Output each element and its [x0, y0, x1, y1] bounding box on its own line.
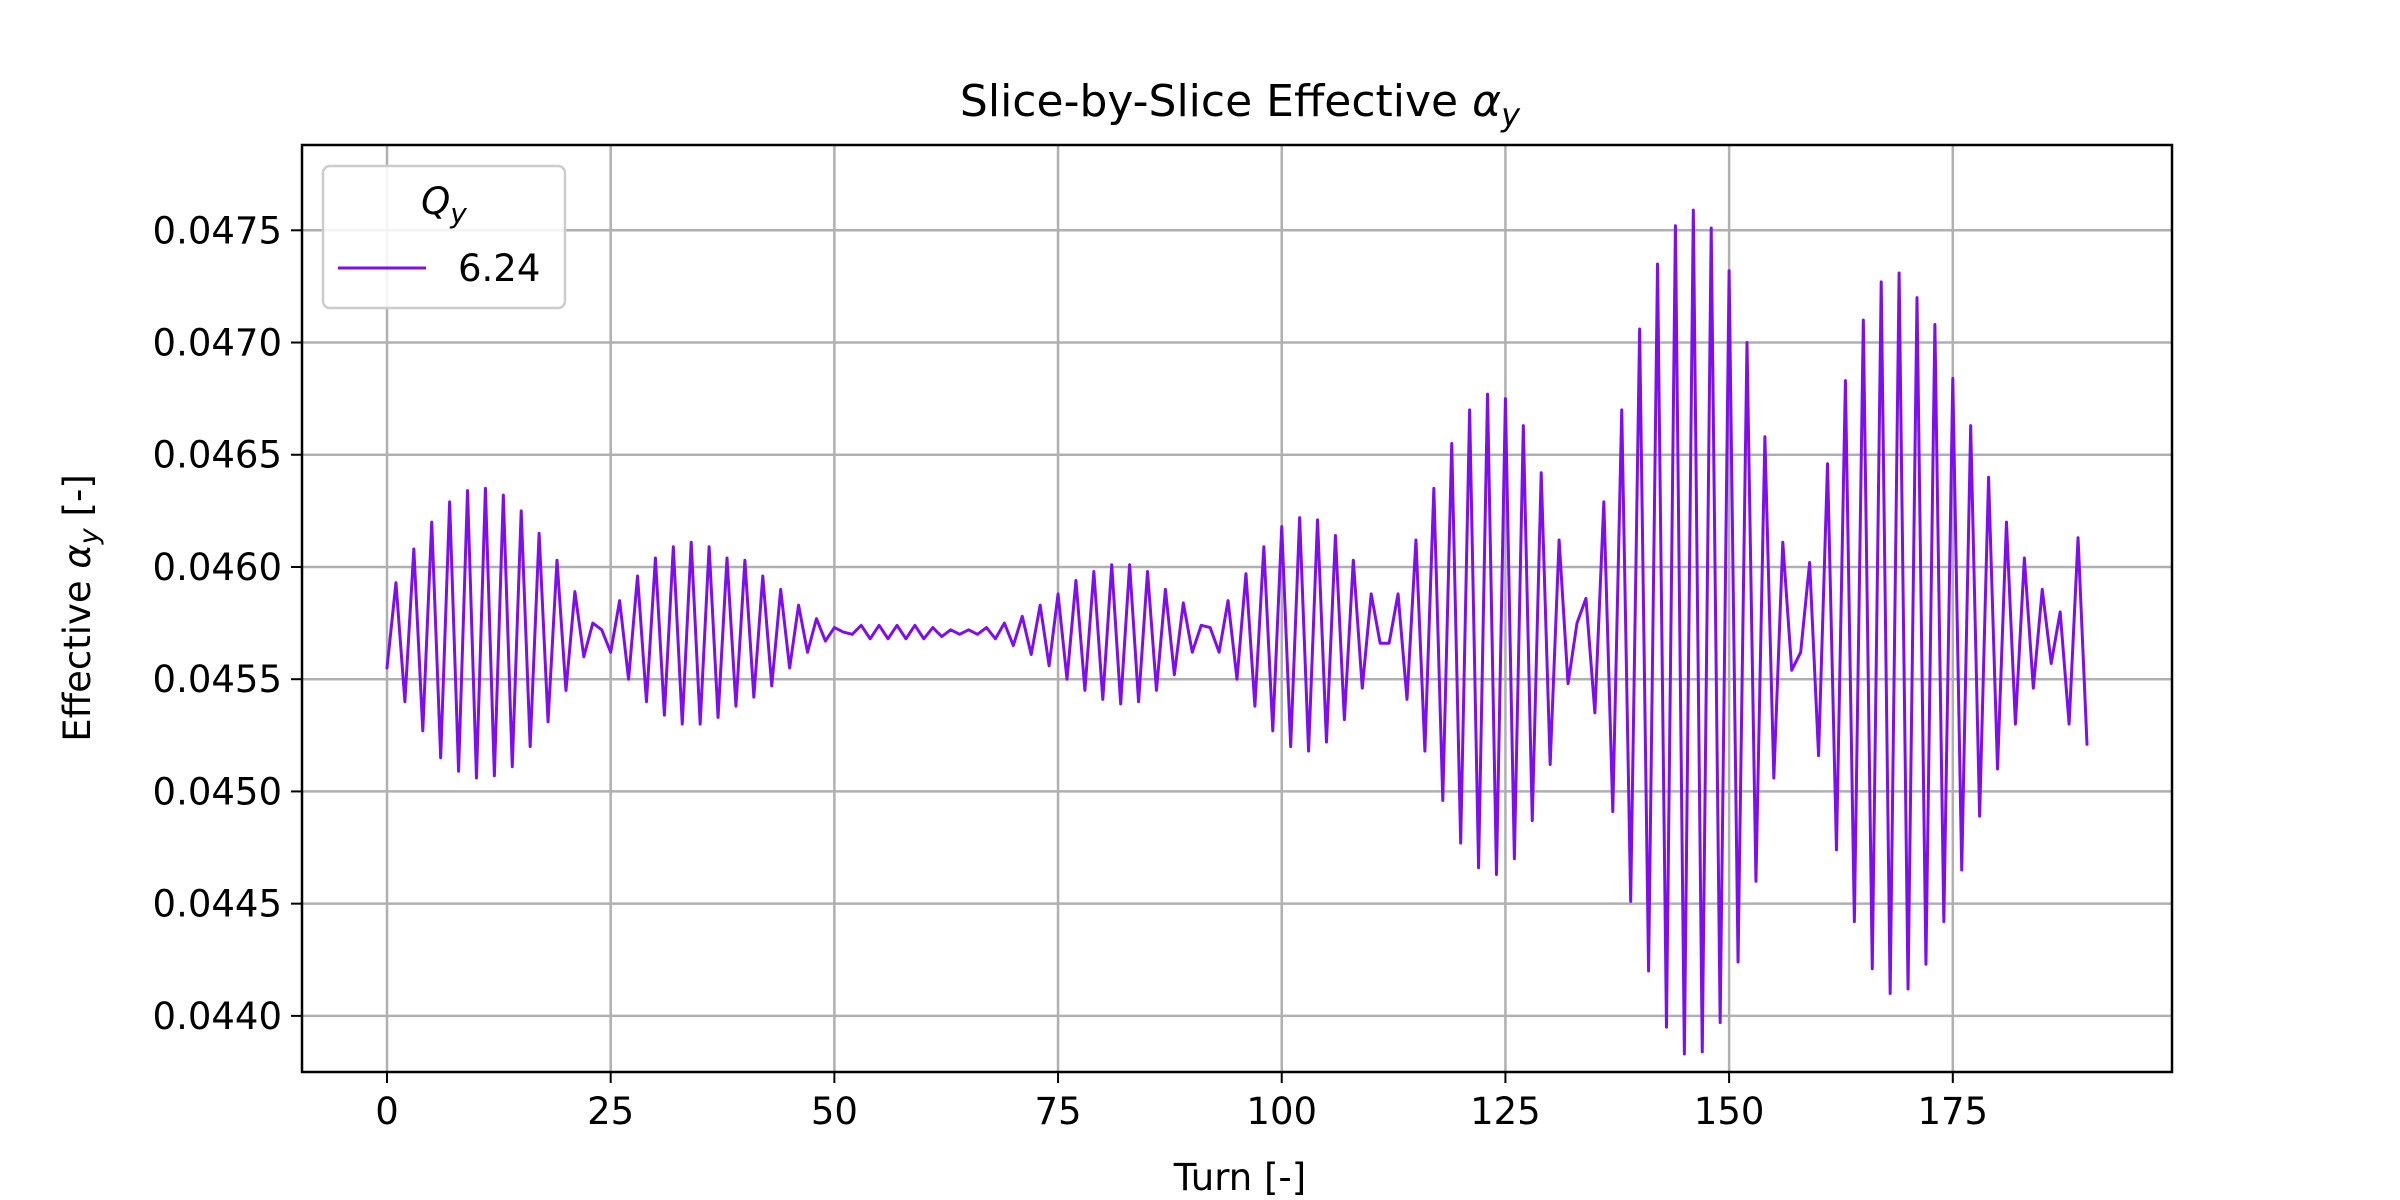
y-axis-label-symbol: α: [56, 544, 99, 568]
x-axis-label: Turn [-]: [1173, 1156, 1306, 1199]
y-tick-label: 0.0455: [153, 658, 282, 701]
y-tick-label: 0.0470: [153, 322, 282, 365]
x-tick-label: 175: [1917, 1090, 1988, 1133]
series-layer: [385, 208, 2089, 1056]
legend-title-symbol: Q: [421, 180, 450, 223]
y-axis-label-text: Effective: [56, 580, 99, 741]
x-tick-label: 150: [1694, 1090, 1765, 1133]
x-tick-label: 25: [587, 1090, 634, 1133]
x-tick-label: 125: [1470, 1090, 1541, 1133]
legend-title-subscript: y: [449, 197, 467, 230]
x-tick-label: 50: [811, 1090, 858, 1133]
chart-title-text: Slice-by-Slice Effective: [960, 76, 1458, 127]
legend: Qy 6.24: [321, 164, 567, 310]
y-tick-label: 0.0440: [153, 995, 282, 1038]
y-tick-label: 0.0475: [153, 209, 282, 252]
y-tick-label: 0.0450: [153, 770, 282, 813]
series-line: [385, 208, 2089, 1056]
legend-title: Qy: [421, 180, 467, 230]
y-axis-label: Effective αy [-]: [56, 474, 105, 742]
chart-title: Slice-by-Slice Effective αy: [960, 76, 1521, 134]
x-tick-label: 75: [1035, 1090, 1082, 1133]
y-axis-label-space: [56, 516, 99, 528]
x-tick-label: 100: [1246, 1090, 1317, 1133]
legend-box: [321, 164, 567, 310]
chart-title-subscript: y: [1500, 96, 1521, 134]
y-tick-label: 0.0445: [153, 883, 282, 926]
x-tick-label: 0: [375, 1090, 399, 1133]
plot-frame: [300, 143, 2174, 1074]
y-tick-label: 0.0460: [153, 546, 282, 589]
grid: [302, 145, 2172, 1072]
chart-title-symbol: α: [1472, 76, 1501, 127]
axis-ticks: 0 25 50 75 100 125 150 175 0.0440 0.0445 0.0450 0.0…: [153, 209, 1989, 1133]
legend-entry-label: 6.24: [458, 247, 540, 290]
y-axis-label-subscript: y: [74, 527, 105, 545]
y-tick-label: 0.0465: [153, 434, 282, 477]
y-axis-label-unit: [-]: [56, 474, 99, 516]
